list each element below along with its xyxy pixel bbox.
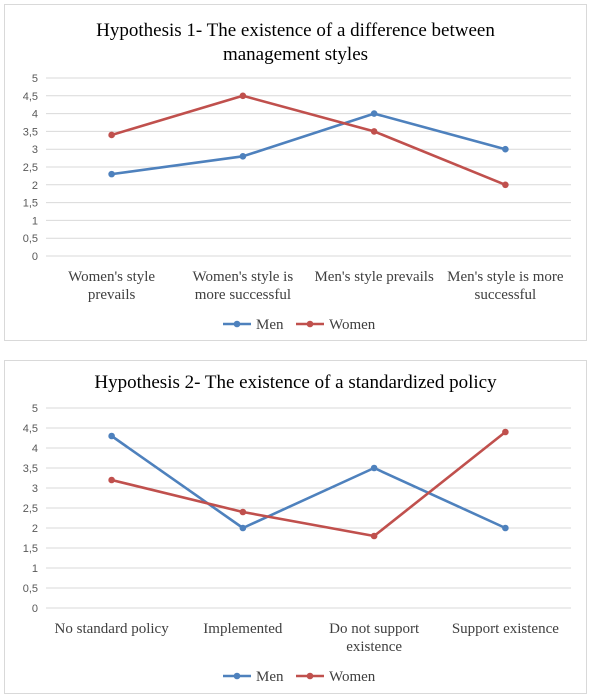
- x-category-label: Implemented: [203, 621, 283, 637]
- x-category-label: No standard policy: [55, 621, 170, 637]
- y-tick-label: 3: [32, 483, 38, 495]
- y-tick-label: 5: [32, 73, 38, 85]
- chart-title-line-1: Hypothesis 1- The existence of a differe…: [96, 20, 495, 41]
- y-tick-label: 1,5: [23, 543, 38, 555]
- series-line-women: [110, 430, 507, 538]
- chart-panel-hypothesis-1: Hypothesis 1- The existence of a differe…: [4, 4, 587, 341]
- x-category-label: Women's style prevails: [68, 269, 155, 303]
- y-tick-label: 4: [32, 443, 38, 455]
- y-tick-label: 4: [32, 109, 38, 121]
- y-tick-label: 2: [32, 180, 38, 192]
- x-category-label: Men's style is more successful: [447, 269, 564, 303]
- legend-label-men: Men: [256, 317, 284, 333]
- data-point-women: [108, 476, 115, 484]
- y-tick-label: 5: [32, 403, 38, 415]
- data-point-men: [108, 432, 115, 440]
- data-point-women: [502, 428, 509, 436]
- legend-label-women: Women: [329, 669, 376, 685]
- y-tick-label: 2,5: [23, 503, 38, 515]
- y-tick-label: 0: [32, 251, 38, 263]
- x-category-label: Support existence: [452, 621, 559, 637]
- legend-marker-women: [306, 320, 314, 328]
- y-tick-label: 0,5: [23, 583, 38, 595]
- data-point-men: [370, 110, 378, 117]
- data-point-women: [370, 128, 378, 135]
- legend-label-women: Women: [329, 317, 376, 333]
- legend-label-men: Men: [256, 669, 284, 685]
- y-tick-label: 0,5: [23, 233, 38, 245]
- data-point-men: [239, 524, 247, 532]
- y-tick-label: 3: [32, 144, 38, 156]
- y-tick-label: 1: [32, 215, 38, 227]
- legend-marker-men: [233, 320, 241, 328]
- series-line-men: [110, 112, 507, 176]
- y-tick-label: 1,5: [23, 198, 38, 210]
- legend-marker-men: [233, 672, 241, 680]
- data-point-women: [108, 131, 115, 139]
- y-tick-label: 0: [32, 603, 38, 615]
- series-line-women: [110, 94, 507, 187]
- y-tick-label: 3,5: [23, 463, 38, 475]
- data-point-men: [108, 170, 115, 178]
- y-tick-label: 3,5: [23, 126, 38, 138]
- data-point-men: [370, 464, 378, 472]
- y-tick-label: 4,5: [23, 423, 38, 435]
- x-category-label: Do not support existence: [329, 621, 420, 655]
- chart-panel-hypothesis-2: Hypothesis 2- The existence of a standar…: [4, 360, 587, 694]
- data-point-men: [502, 524, 509, 532]
- series-line-men: [110, 434, 507, 530]
- y-tick-label: 4,5: [23, 91, 38, 103]
- x-category-label: Men's style prevails: [314, 269, 434, 285]
- data-point-women: [239, 92, 247, 100]
- data-point-men: [502, 145, 509, 153]
- y-tick-label: 2: [32, 523, 38, 535]
- x-category-label: Women's style is more successful: [193, 269, 294, 303]
- y-tick-label: 1: [32, 563, 38, 575]
- y-tick-label: 2,5: [23, 162, 38, 174]
- legend-marker-women: [306, 672, 314, 680]
- data-point-women: [370, 532, 378, 540]
- chart-title: Hypothesis 2- The existence of a standar…: [94, 372, 497, 393]
- data-point-men: [239, 153, 247, 160]
- chart-title-line-2: management styles: [222, 44, 369, 65]
- data-point-women: [239, 508, 247, 516]
- data-point-women: [502, 181, 509, 189]
- line-chart-hypothesis-2: 0 0,5 1 1,5 2 2,5 3 3,5 4 4,5 5 No standard policy I…: [23, 403, 571, 685]
- line-chart-hypothesis-1: 0 0,5 1 1,5 2 2,5 3 3,5 4 4,5 5 Women's style prevai…: [23, 73, 571, 333]
